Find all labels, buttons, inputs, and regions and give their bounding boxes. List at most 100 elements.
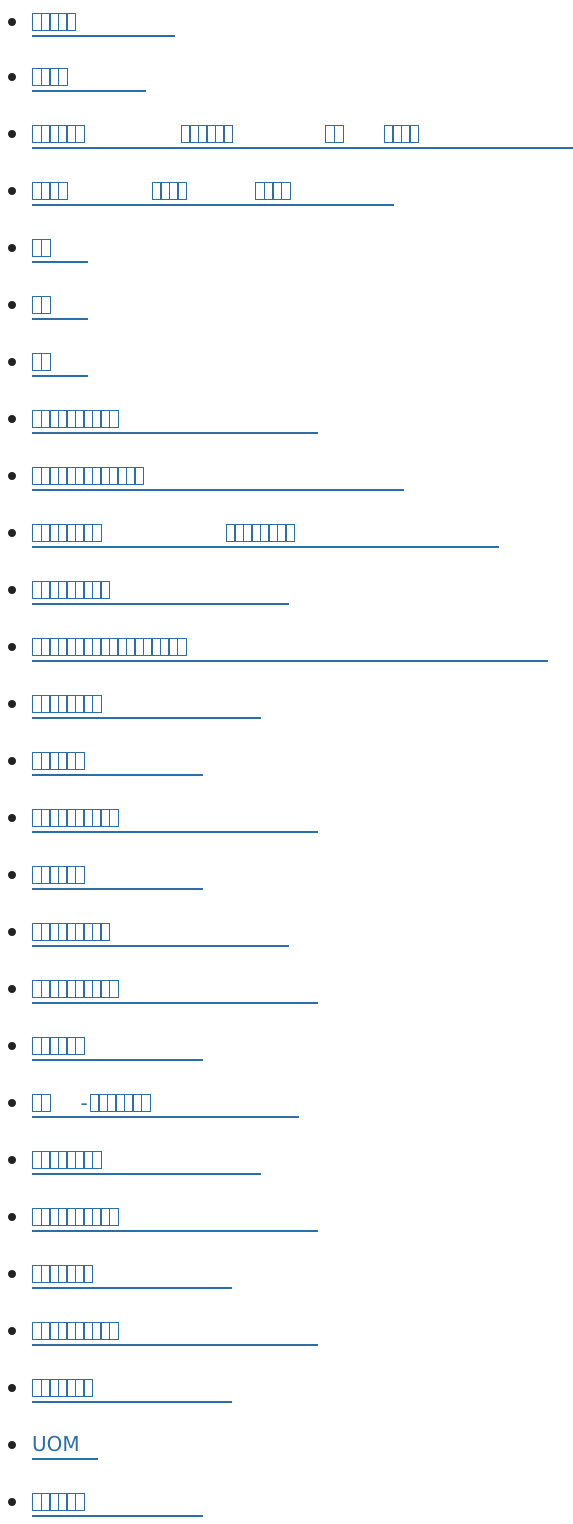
nav-link[interactable]: □□□□□□□ [32, 1258, 232, 1289]
nav-link[interactable]: □□ [32, 232, 88, 263]
missing-glyph-row [32, 809, 119, 827]
missing-glyph-icon [91, 1151, 102, 1169]
nav-link[interactable]: □□□□□□ [32, 859, 203, 890]
missing-glyph-icon [108, 410, 119, 428]
nav-link[interactable]: □□□□□ [32, 6, 175, 37]
bullet-icon [8, 643, 16, 651]
missing-glyph-icon [40, 809, 51, 827]
missing-glyph-icon [151, 182, 162, 200]
nav-item-11: □□□□□□□□□ [0, 572, 573, 608]
nav-item-21: □□□□□□□□ [0, 1142, 573, 1178]
missing-glyph-icon [66, 13, 76, 31]
nav-link[interactable]: UOM [32, 1429, 98, 1460]
nav-link[interactable]: □□□□□□□□ [32, 688, 261, 719]
nav-link[interactable]: □□ -□□□□□□□- [32, 1087, 299, 1118]
missing-glyph-icon [160, 182, 170, 200]
missing-glyph-icon [91, 638, 102, 656]
missing-glyph-row [32, 1037, 85, 1055]
missing-glyph-icon [74, 524, 85, 542]
missing-glyph-icon [57, 581, 68, 599]
missing-glyph-icon [91, 524, 102, 542]
missing-glyph-icon [57, 410, 68, 428]
missing-glyph-icon [57, 752, 68, 770]
missing-glyph-row [32, 923, 110, 941]
missing-glyph-icon [40, 13, 51, 31]
missing-glyph-icon [32, 13, 42, 31]
missing-glyph-row [32, 239, 51, 257]
missing-glyph-icon [268, 524, 278, 542]
missing-glyph-icon [66, 809, 76, 827]
missing-glyph-icon [32, 1322, 42, 1340]
missing-glyph-icon [108, 467, 119, 485]
missing-glyph-icon [66, 638, 76, 656]
nav-link[interactable]: □□□□□□□□□□ [32, 973, 318, 1004]
missing-glyph-icon [40, 182, 51, 200]
missing-glyph-icon [49, 467, 59, 485]
missing-glyph-icon [151, 638, 161, 656]
missing-glyph-icon [100, 467, 110, 485]
bullet-icon [8, 985, 16, 993]
missing-glyph-icon [276, 524, 287, 542]
nav-link[interactable]: □□ [32, 346, 88, 377]
missing-glyph-icon [40, 68, 51, 86]
nav-link[interactable]: □□□□□□□□ □□□□□□□□ [32, 517, 499, 548]
bullet-icon [8, 928, 16, 936]
missing-glyph-icon [66, 1151, 76, 1169]
missing-glyph-icon [259, 524, 270, 542]
missing-glyph-icon [66, 1379, 76, 1397]
missing-glyph-icon [40, 125, 51, 143]
missing-glyph-icon [66, 524, 76, 542]
nav-link[interactable]: □□□□ □□□□ □□□□ [32, 175, 394, 206]
nav-item-14: □□□□□□ [0, 743, 573, 779]
nav-link[interactable]: □□□□ [32, 61, 146, 92]
missing-glyph-icon [83, 1265, 93, 1283]
missing-glyph-icon [32, 353, 42, 371]
missing-glyph-icon [123, 1094, 134, 1112]
missing-glyph-icon [32, 239, 42, 257]
missing-glyph-icon [91, 980, 102, 998]
bullet-icon [8, 1270, 16, 1278]
missing-glyph-icon [98, 1094, 109, 1112]
nav-link[interactable]: □□□□□□□□□□ [32, 1315, 318, 1346]
missing-glyph-icon [74, 1322, 85, 1340]
nav-link[interactable]: □□□□□□ [32, 1486, 203, 1517]
nav-link[interactable]: □□□□□□ [32, 1030, 203, 1061]
missing-glyph-icon [74, 695, 85, 713]
nav-link[interactable]: □□□□□□□□ [32, 1144, 261, 1175]
missing-glyph-icon [57, 1208, 68, 1226]
missing-glyph-icon [91, 1322, 102, 1340]
missing-glyph-icon [108, 1208, 119, 1226]
nav-link[interactable]: □□□□□□□□□□ [32, 802, 318, 833]
nav-item-18: □□□□□□□□□□ [0, 971, 573, 1007]
nav-link[interactable]: □□□□□□□□□□ [32, 403, 318, 434]
missing-glyph-icon [272, 182, 282, 200]
nav-link[interactable]: □□□□□□ □□□□□□ □□ □□□□ [32, 118, 573, 149]
missing-glyph-icon [168, 638, 178, 656]
bullet-icon [8, 301, 16, 309]
missing-glyph-icon [91, 581, 102, 599]
nav-link[interactable]: □□□□□□□□□ [32, 574, 289, 605]
nav-link[interactable]: □□□□□□□□□ [32, 916, 289, 947]
missing-glyph-icon [74, 1151, 85, 1169]
missing-glyph-icon [74, 980, 85, 998]
nav-link[interactable]: □□□□□□□ [32, 1372, 232, 1403]
missing-glyph-icon [57, 980, 68, 998]
nav-link[interactable]: □□□□□□□□□□□□□□□□□□ [32, 631, 548, 662]
nav-link[interactable]: □□□□□□ [32, 745, 203, 776]
missing-glyph-row [32, 296, 51, 314]
missing-glyph-icon [66, 1493, 76, 1511]
missing-glyph-icon [125, 467, 136, 485]
missing-glyph-icon [49, 125, 59, 143]
missing-glyph-icon [263, 182, 274, 200]
missing-glyph-icon [49, 1151, 59, 1169]
missing-glyph-icon [57, 1037, 68, 1055]
missing-glyph-row [32, 1379, 93, 1397]
nav-item-6: □□ [0, 287, 573, 323]
missing-glyph-icon [100, 923, 110, 941]
missing-glyph-icon [40, 1037, 51, 1055]
missing-glyph-icon [83, 1208, 93, 1226]
nav-link[interactable]: □□□□□□□□□□ [32, 1201, 318, 1232]
nav-link[interactable]: □□□□□□□□□□□□□ [32, 460, 404, 491]
missing-glyph-icon [40, 581, 51, 599]
nav-link[interactable]: □□ [32, 289, 88, 320]
